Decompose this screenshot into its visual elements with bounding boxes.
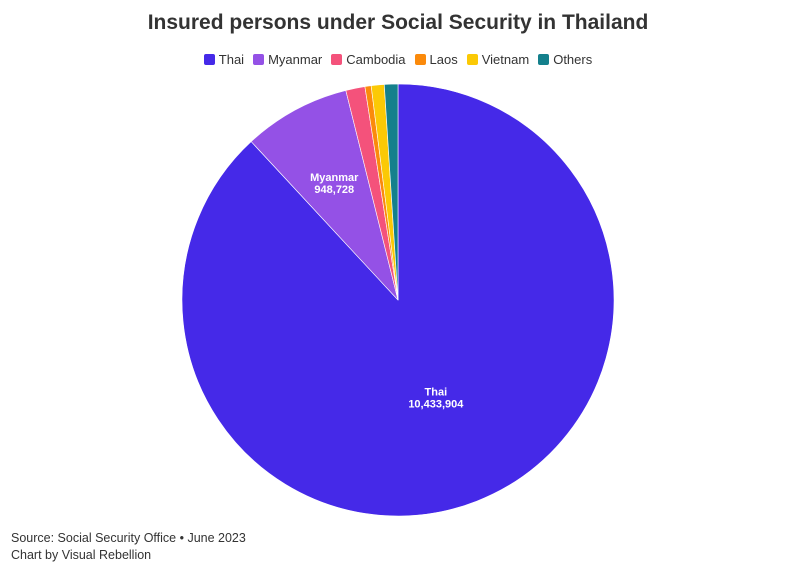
- legend-item-cambodia: Cambodia: [331, 52, 406, 67]
- legend-label-laos: Laos: [429, 52, 458, 67]
- legend-swatch-myanmar: [253, 54, 265, 65]
- legend-swatch-thai: [203, 54, 215, 65]
- chart-title: Insured persons under Social Security in…: [147, 11, 649, 34]
- legend-item-others: Others: [538, 52, 592, 67]
- footer: Source: Social Security Office • June 20…: [11, 530, 246, 564]
- legend: Thai Myanmar Cambodia Laos Vietnam Others: [0, 52, 796, 67]
- legend-item-myanmar: Myanmar: [253, 52, 322, 67]
- legend-swatch-vietnam: [466, 54, 478, 65]
- credit-note: Chart by Visual Rebellion: [11, 548, 152, 562]
- pie-slice-others: [383, 83, 399, 301]
- pie-slice-myanmar: [250, 90, 399, 301]
- slice-value-thai: 10,433,904: [408, 399, 464, 411]
- legend-label-cambodia: Cambodia: [346, 52, 406, 67]
- legend-label-thai: Thai: [218, 52, 245, 67]
- slice-label-thai: Thai: [425, 387, 448, 399]
- legend-item-thai: Thai: [203, 52, 245, 67]
- pie-slices: [181, 83, 615, 517]
- legend-swatch-others: [538, 54, 550, 65]
- legend-label-others: Others: [553, 52, 593, 67]
- legend-item-vietnam: Vietnam: [466, 52, 530, 67]
- slice-value-myanmar: 948,728: [314, 184, 354, 196]
- slice-label-myanmar: Myanmar: [310, 172, 359, 184]
- legend-label-vietnam: Vietnam: [481, 52, 530, 67]
- legend-swatch-laos: [414, 54, 426, 65]
- legend-item-laos: Laos: [414, 52, 458, 67]
- source-note: Source: Social Security Office • June 20…: [11, 531, 246, 545]
- legend-swatch-cambodia: [331, 54, 343, 65]
- legend-label-myanmar: Myanmar: [268, 52, 323, 67]
